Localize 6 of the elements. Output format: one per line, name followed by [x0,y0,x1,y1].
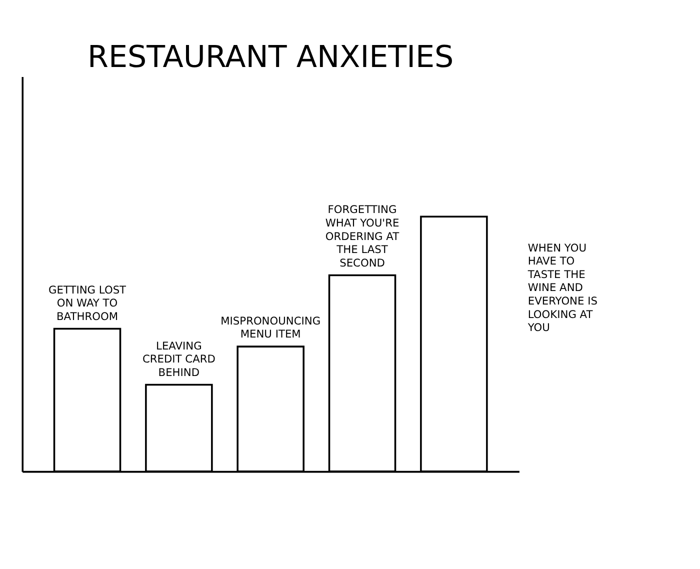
x-tick-label: GETTING LOST ON WAY TO BATHROOM [48,283,127,323]
chart-title: RESTAURANT ANXIETIES [88,40,454,75]
x-tick-label: LEAVING CREDIT CARD BEHIND [142,339,216,379]
x-tick-label: MISPRONOUNCING MENU ITEM [220,314,321,341]
text: WHEN YOU HAVE TO TASTE THE WINE AND EVERYONE IS LOOKING AT YOU [526,241,598,334]
x-tick-label: FORGETTING WHAT YOU'RE ORDERING AT THE LAST SECOND [325,203,400,270]
